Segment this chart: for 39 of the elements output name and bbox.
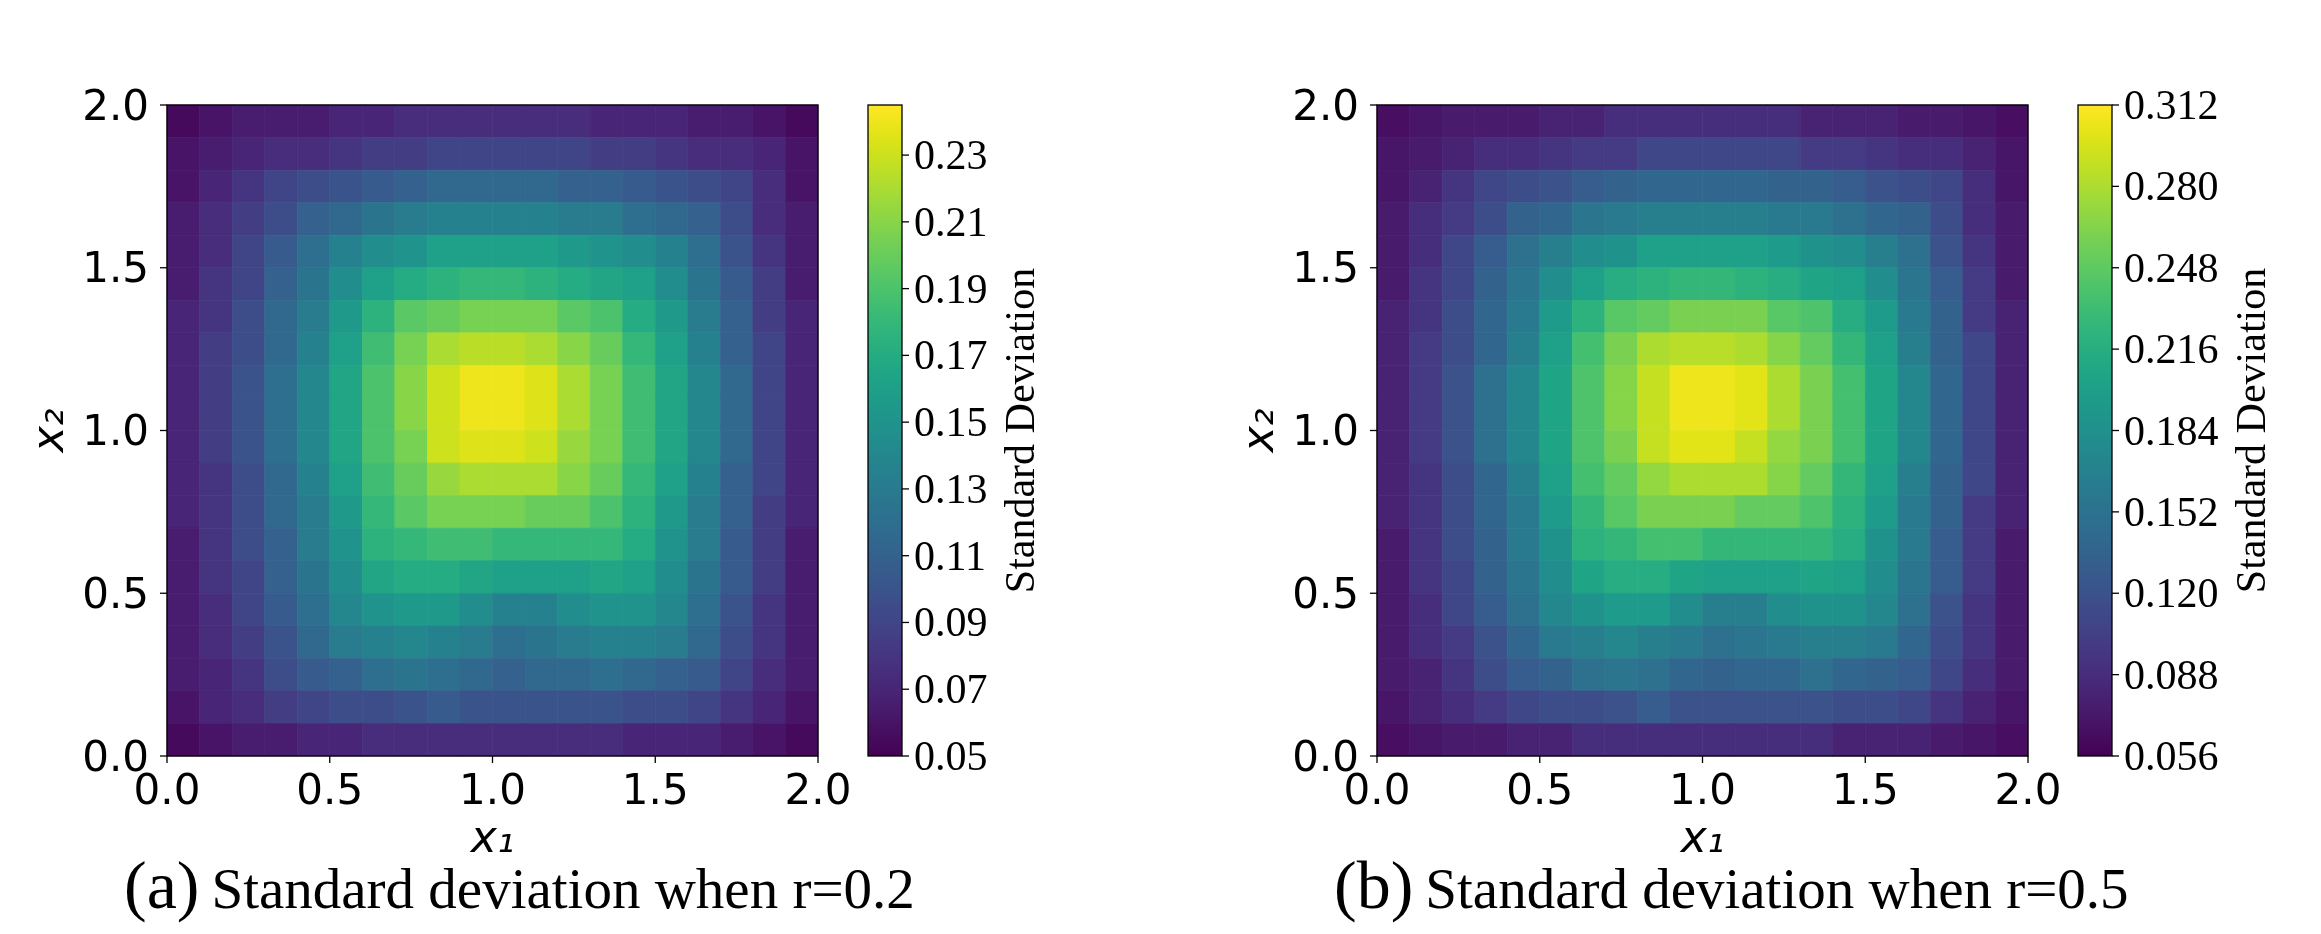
color-bar-label: 0.216 — [2124, 326, 2219, 373]
color-bar-label: 0.13 — [914, 465, 988, 512]
color-bar-label: 0.05 — [914, 733, 988, 779]
x-tick-label: 2.0 — [784, 765, 852, 814]
color-bar-label: 0.21 — [914, 198, 988, 245]
color-bar-label: 0.120 — [2124, 570, 2219, 617]
color-bar-title: Standard Deviation — [997, 267, 1043, 594]
y-axis-title: x₂ — [1232, 408, 1283, 455]
color-bar-label: 0.15 — [914, 399, 988, 446]
color-bar-label: 0.11 — [914, 532, 986, 579]
color-bar-label: 0.056 — [2124, 733, 2219, 779]
x-tick-label: 1.0 — [459, 765, 526, 814]
y-tick-label: 1.0 — [1292, 406, 1359, 455]
x-tick-label: 1.5 — [621, 765, 689, 814]
color-bar-label: 0.152 — [2124, 488, 2219, 535]
color-bar-label: 0.312 — [2124, 82, 2219, 128]
color-bar-label: 0.07 — [914, 666, 988, 713]
x-tick-label: 2.0 — [1994, 765, 2062, 814]
y-tick-label: 1.0 — [82, 406, 149, 455]
x-tick-label: 0.5 — [1506, 765, 1574, 814]
color-bar-label: 0.184 — [2124, 407, 2219, 454]
y-tick-label: 1.5 — [1292, 243, 1359, 293]
color-bar-label: 0.280 — [2124, 163, 2219, 210]
y-tick-label: 1.5 — [82, 243, 149, 293]
y-tick-label: 0.5 — [1292, 568, 1359, 618]
color-bar-label: 0.23 — [914, 132, 988, 179]
color-bar-label: 0.248 — [2124, 244, 2219, 291]
color-bar-title: Standard Deviation — [2228, 267, 2274, 594]
x-tick-label: 1.5 — [1831, 765, 1899, 814]
y-axis-title: x₂ — [22, 408, 73, 455]
y-tick-label: 0.5 — [82, 568, 149, 618]
y-tick-label: 2.0 — [1292, 80, 1359, 130]
color-bar-label: 0.19 — [914, 265, 988, 312]
y-tick-label: 2.0 — [82, 80, 149, 130]
x-tick-label: 0.5 — [296, 765, 364, 814]
color-bar-label: 0.17 — [914, 332, 988, 379]
color-bar-label: 0.088 — [2124, 651, 2219, 698]
x-tick-label: 1.0 — [1669, 765, 1736, 814]
color-bar-label: 0.09 — [914, 599, 988, 646]
